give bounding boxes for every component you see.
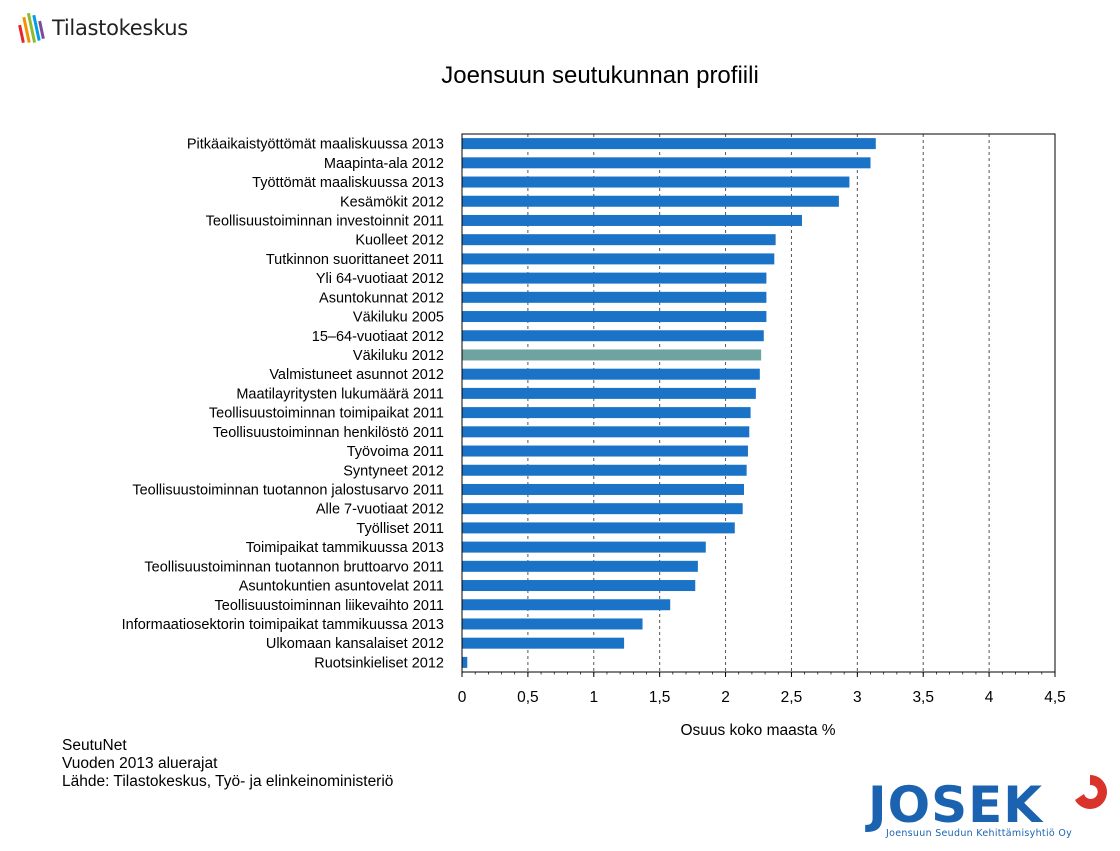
category-label: Työlliset 2011 [356, 521, 444, 537]
category-label: Syntyneet 2012 [343, 463, 444, 479]
bar [462, 580, 696, 592]
bar [462, 407, 751, 419]
x-tick-label: 1,5 [649, 689, 671, 706]
category-label: Kuolleet 2012 [355, 233, 444, 249]
bar [462, 618, 643, 630]
josek-logo: JOSEK Joensuun Seudun Kehittämisyhtiö Oy [862, 768, 1112, 848]
category-label: Työttömät maaliskuussa 2013 [252, 175, 444, 191]
category-label: Työvoima 2011 [347, 444, 444, 460]
bar [462, 138, 876, 150]
bar [462, 291, 767, 303]
x-tick-label: 0,5 [517, 689, 539, 706]
bar [462, 522, 735, 534]
tilastokeskus-logo-icon [18, 12, 45, 44]
source-line-1: SeutuNet [62, 737, 127, 754]
bar [462, 483, 745, 495]
category-label: Teollisuustoiminnan henkilöstö 2011 [213, 425, 444, 441]
tilastokeskus-logo: Tilastokeskus [18, 10, 188, 46]
category-label: Ruotsinkieliset 2012 [314, 655, 444, 671]
bar [462, 253, 775, 265]
bar [462, 214, 802, 226]
x-tick-label: 3,5 [912, 689, 934, 706]
category-label: Asuntokunnat 2012 [319, 290, 444, 306]
bar [462, 599, 671, 611]
category-label: Informaatiosektorin toimipaikat tammikuu… [122, 617, 444, 633]
x-tick-label: 2,5 [781, 689, 803, 706]
bar [462, 656, 468, 668]
category-label: Teollisuustoiminnan investoinnit 2011 [206, 213, 444, 229]
source-line-3: Lähde: Tilastokeskus, Työ- ja elinkeinom… [62, 773, 394, 790]
bar [462, 349, 762, 361]
tilastokeskus-logo-text: Tilastokeskus [52, 16, 188, 40]
josek-logo-word: JOSEK [868, 776, 1044, 834]
bar [462, 445, 748, 457]
bar [462, 330, 764, 342]
bar [462, 464, 747, 476]
bar [462, 368, 760, 380]
bar [462, 272, 767, 284]
category-label: Asuntokuntien asuntovelat 2011 [239, 579, 444, 595]
source-line-2: Vuoden 2013 aluerajat [62, 755, 218, 772]
bar [462, 387, 756, 399]
category-label: Tutkinnon suorittaneet 2011 [266, 252, 444, 268]
bar [462, 503, 743, 515]
chart-title: Joensuun seutukunnan profiili [441, 62, 759, 89]
category-label: Maatilayritysten lukumäärä 2011 [236, 386, 444, 402]
x-axis-label: Osuus koko maasta % [680, 722, 835, 739]
category-label: Teollisuustoiminnan toimipaikat 2011 [209, 406, 444, 422]
bar-chart: Pitkäaikaistyöttömät maaliskuussa 2013 Ma… [122, 133, 1066, 739]
category-label: Pitkäaikaistyöttömät maaliskuussa 2013 [187, 137, 444, 153]
category-label: Teollisuustoiminnan tuotannon jalostusar… [132, 482, 444, 498]
bar [462, 541, 706, 553]
category-label: Alle 7-vuotiaat 2012 [316, 502, 444, 518]
category-label: Valmistuneet asunnot 2012 [269, 367, 444, 383]
bar [462, 195, 839, 207]
category-label: Maapinta-ala 2012 [324, 156, 444, 172]
x-tick-label: 2 [721, 689, 730, 706]
category-label: Väkiluku 2012 [353, 348, 444, 364]
category-label: Teollisuustoiminnan liikevaihto 2011 [215, 598, 444, 614]
source-notes: SeutuNet Vuoden 2013 aluerajat Lähde: Ti… [62, 737, 393, 791]
bar [462, 234, 776, 246]
x-tick-label: 4,5 [1044, 689, 1066, 706]
x-tick-label: 1 [589, 689, 598, 706]
bar [462, 157, 871, 169]
bar [462, 426, 750, 438]
bar [462, 311, 767, 323]
josek-swoosh-icon [1075, 775, 1107, 809]
category-label: Teollisuustoiminnan tuotannon bruttoarvo… [144, 559, 444, 575]
x-tick-label: 3 [853, 689, 862, 706]
category-label: Kesämökit 2012 [340, 194, 444, 210]
josek-logo-subtitle: Joensuun Seudun Kehittämisyhtiö Oy [886, 828, 1073, 839]
category-label: 15–64-vuotiaat 2012 [312, 329, 444, 345]
plot-frame [461, 133, 1056, 673]
category-label: Yli 64-vuotiaat 2012 [316, 271, 444, 287]
category-label: Ulkomaan kansalaiset 2012 [266, 636, 444, 652]
bar [462, 637, 625, 649]
bar [462, 176, 850, 188]
bar [462, 560, 698, 572]
x-tick-label: 4 [985, 689, 994, 706]
category-label: Toimipaikat tammikuussa 2013 [246, 540, 444, 556]
x-tick-label: 0 [458, 689, 467, 706]
category-label: Väkiluku 2005 [353, 310, 444, 326]
